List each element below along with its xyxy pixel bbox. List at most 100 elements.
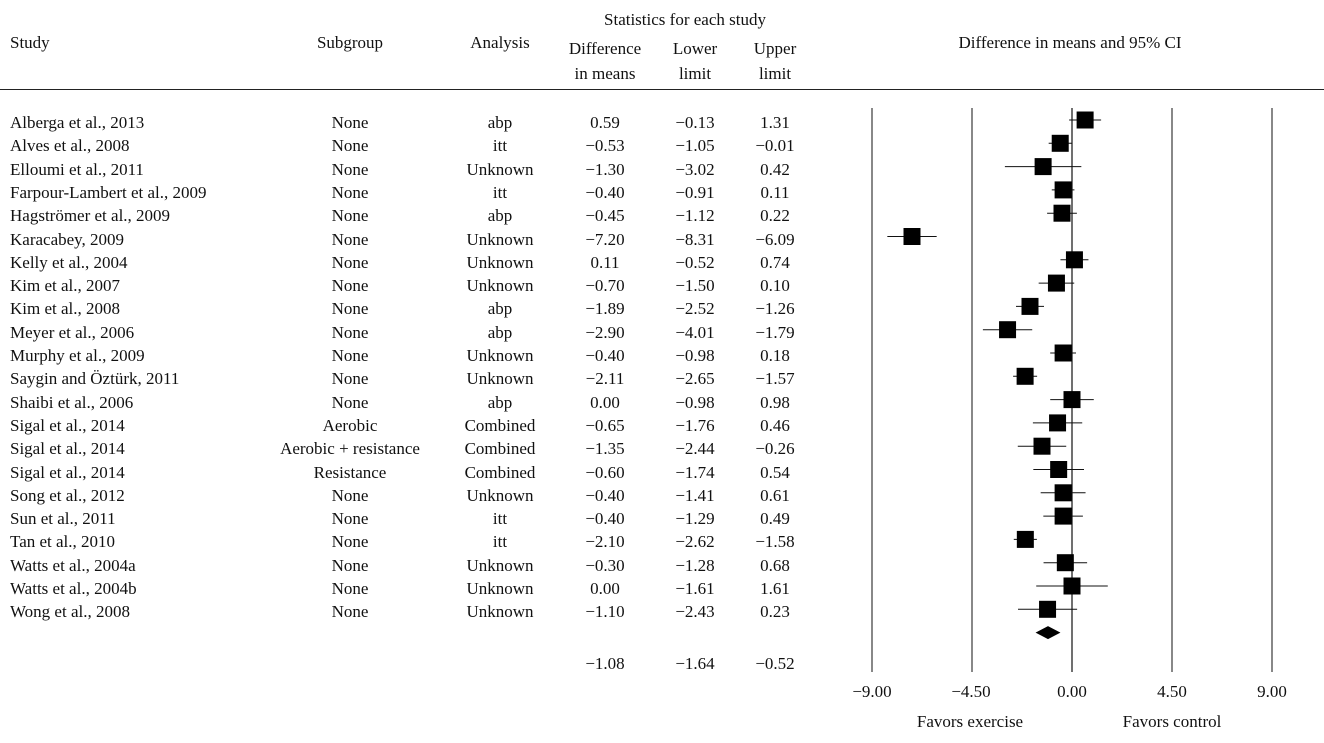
row-subgroup-cell: None (331, 206, 369, 226)
row-subgroup-cell: None (331, 346, 369, 365)
row-analysis-cell: abp (487, 392, 513, 412)
row-analysis-cell: Unknown (466, 346, 534, 365)
row-study-cell: Saygin and Öztürk, 2011 (10, 369, 180, 389)
row-diff-cell: −0.30 (585, 555, 625, 575)
row-study-cell: Karacabey, 2009 (10, 229, 125, 249)
effect-square (1021, 297, 1039, 315)
header-lower-line2: limit (678, 64, 712, 83)
summary-upper: −0.52 (755, 654, 795, 673)
row-diff-cell: −0.70 (585, 276, 625, 296)
row-lower-cell: −1.12 (675, 206, 715, 226)
row-subgroup-cell: None (331, 322, 369, 342)
row-study-cell: Watts et al., 2004b (10, 579, 137, 598)
effect-square (1054, 181, 1072, 199)
row-lower-cell: −3.02 (675, 159, 715, 179)
effect-square (1054, 484, 1072, 502)
tick-label-4-5: 4.50 (1157, 682, 1187, 701)
row-upper-cell: −1.79 (755, 322, 795, 342)
effect-square (1016, 367, 1034, 385)
row-study-cell: Tan et al., 2010 (10, 532, 116, 552)
row-lower-cell: −1.41 (675, 485, 715, 505)
row-subgroup-cell: None (331, 369, 369, 389)
tick-label-neg9: −9.00 (852, 682, 892, 701)
row-subgroup-cell: Aerobic (322, 415, 378, 435)
row-study-cell: Alves et al., 2008 (10, 136, 130, 156)
row-subgroup-cell: None (331, 299, 369, 319)
effect-square (1051, 134, 1069, 152)
row-study-cell: Watts et al., 2004a (10, 555, 136, 575)
row-study-cell: Murphy et al., 2009 (10, 346, 145, 365)
row-subgroup-cell: None (331, 392, 369, 412)
row-upper-cell: 0.54 (760, 462, 790, 482)
row-lower-cell: −0.52 (675, 252, 715, 272)
row-upper-cell: 0.42 (760, 159, 790, 179)
row-upper-cell: −1.57 (755, 369, 795, 389)
row-diff-cell: −0.40 (585, 182, 625, 202)
row-lower-cell: −2.52 (675, 299, 715, 319)
header-rule (0, 89, 1324, 90)
row-upper-cell: 0.68 (760, 555, 790, 575)
effect-square (1034, 158, 1052, 176)
row-study-cell: Kelly et al., 2004 (10, 252, 128, 272)
row-upper-cell: 0.10 (760, 276, 790, 296)
row-study-cell: Kim et al., 2007 (10, 276, 121, 296)
row-lower-cell: −1.28 (675, 555, 715, 575)
row-subgroup-cell: None (331, 555, 369, 575)
header-diff-line1: Difference (568, 39, 642, 58)
row-subgroup-cell: None (331, 532, 369, 552)
row-subgroup-cell: Resistance (313, 462, 387, 482)
row-lower-cell: −2.43 (675, 602, 715, 622)
row-study-cell: Sigal et al., 2014 (10, 462, 125, 482)
row-diff-cell: −0.53 (585, 136, 625, 156)
row-analysis-cell: itt (492, 532, 508, 552)
row-diff-cell: 0.00 (590, 579, 620, 598)
row-analysis-cell: Unknown (466, 579, 534, 598)
row-upper-cell: 0.98 (760, 392, 790, 412)
effect-square (999, 321, 1017, 339)
row-analysis-cell: Unknown (466, 602, 534, 622)
row-lower-cell: −0.98 (675, 392, 715, 412)
row-lower-cell: −4.01 (675, 322, 715, 342)
row-upper-cell: −6.09 (755, 229, 795, 249)
row-analysis-cell: Unknown (466, 555, 534, 575)
summary-diff: −1.08 (585, 654, 625, 673)
row-study-cell: Elloumi et al., 2011 (10, 159, 144, 179)
row-lower-cell: −1.05 (675, 136, 715, 156)
row-subgroup-cell: None (331, 602, 369, 622)
header-upper-line2: limit (758, 64, 792, 83)
row-lower-cell: −2.62 (675, 532, 715, 552)
summary-diamond (1035, 626, 1061, 640)
row-study-cell: Meyer et al., 2006 (10, 322, 135, 342)
row-upper-cell: −0.26 (755, 439, 795, 459)
tick-label-9: 9.00 (1257, 682, 1287, 701)
row-diff-cell: 0.00 (590, 392, 620, 412)
row-analysis-cell: itt (492, 136, 508, 156)
summary-lower: −1.64 (675, 654, 715, 673)
effect-square (1056, 554, 1074, 572)
row-analysis-cell: Combined (464, 415, 536, 435)
row-subgroup-cell: None (331, 182, 369, 202)
effect-square (1053, 204, 1071, 222)
header-study: Study (10, 33, 50, 52)
row-upper-cell: 1.61 (760, 579, 790, 598)
row-diff-cell: 0.59 (590, 113, 620, 132)
effect-square (1063, 577, 1081, 595)
tick-label-zero: 0.00 (1057, 682, 1087, 701)
row-analysis-cell: itt (492, 182, 508, 202)
row-subgroup-cell: None (331, 252, 369, 272)
row-study-cell: Alberga et al., 2013 (10, 113, 145, 132)
row-lower-cell: −0.13 (675, 113, 715, 132)
row-study-cell: Song et al., 2012 (10, 485, 125, 505)
row-diff-cell: −7.20 (585, 229, 625, 249)
row-analysis-cell: Unknown (466, 485, 534, 505)
header-diff-line2: in means (574, 64, 636, 83)
row-subgroup-cell: None (331, 509, 369, 529)
row-analysis-cell: abp (487, 322, 513, 342)
row-lower-cell: −0.98 (675, 346, 715, 365)
effect-square (1076, 111, 1094, 129)
row-diff-cell: −1.35 (585, 439, 625, 459)
favors-control-label: Favors control (1122, 712, 1222, 731)
row-study-cell: Farpour-Lambert et al., 2009 (10, 182, 207, 202)
row-subgroup-cell: None (331, 136, 369, 156)
row-diff-cell: −2.90 (585, 322, 625, 342)
